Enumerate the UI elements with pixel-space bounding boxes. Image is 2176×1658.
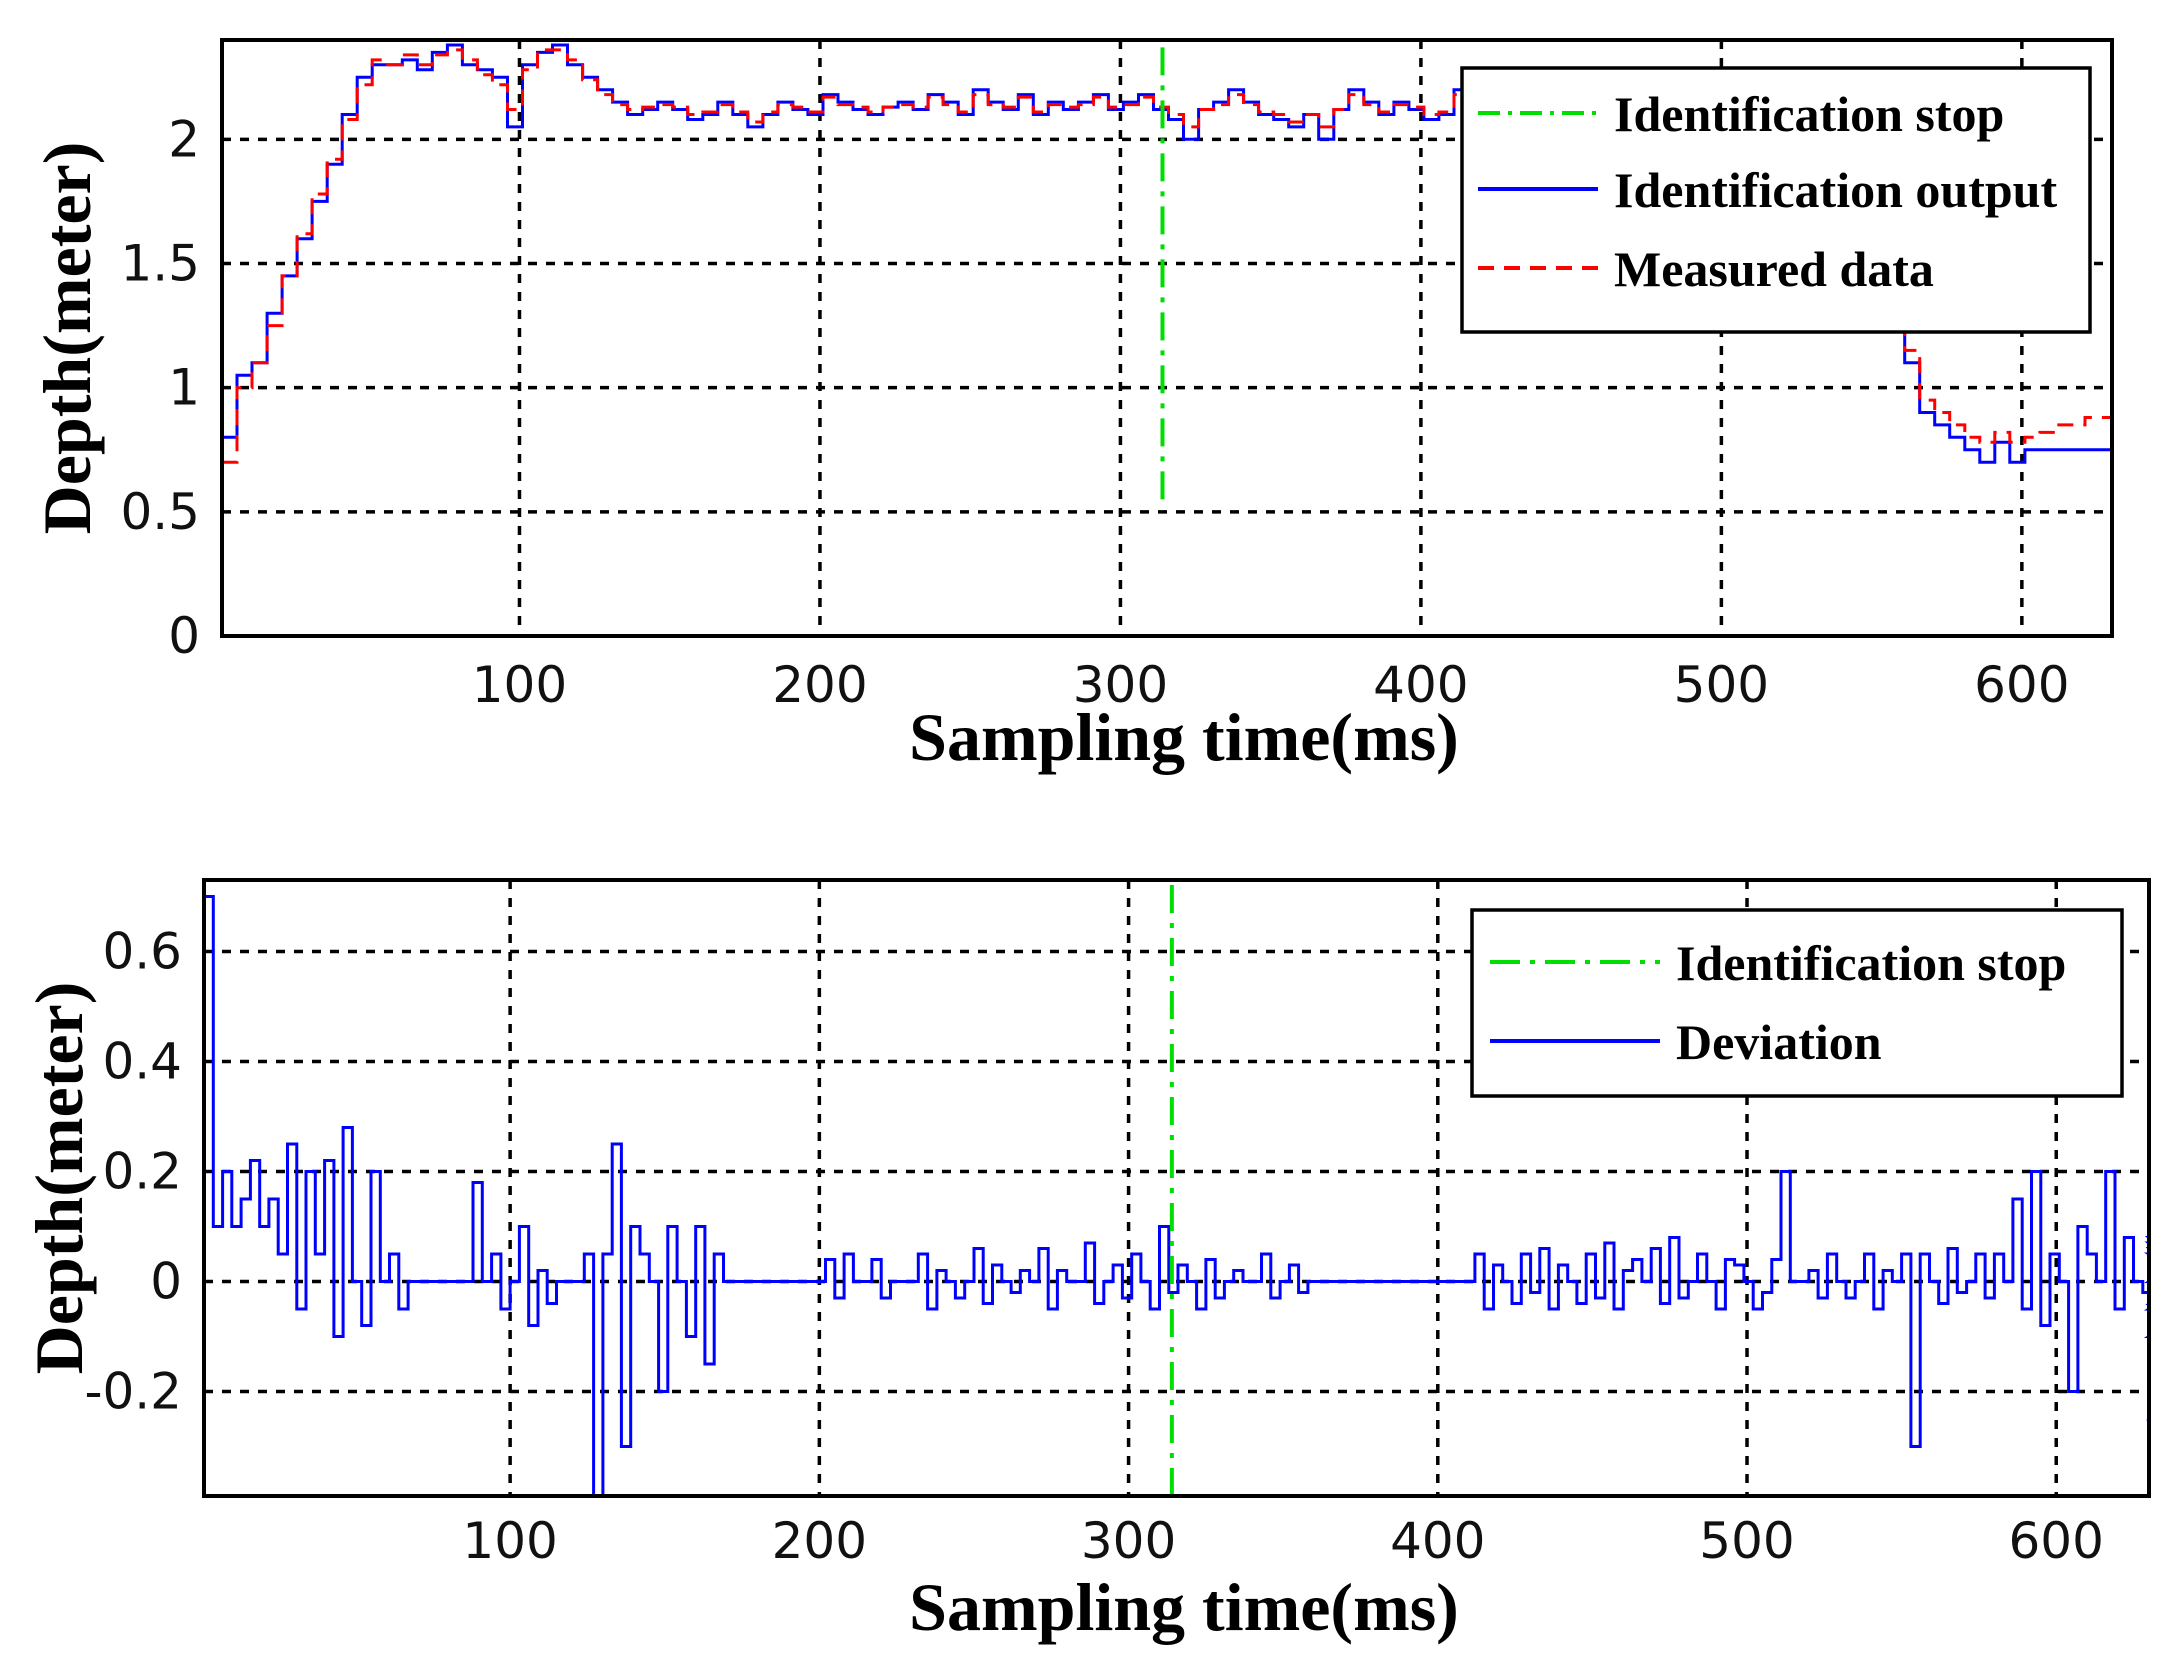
legend-label-measured-data: Measured data	[1614, 241, 1934, 297]
x-tick-label: 600	[2009, 1512, 2104, 1570]
x-axis-title: Sampling time(ms)	[909, 1569, 1459, 1645]
x-tick-labels: 100 200 300 400 500 600	[472, 656, 2070, 714]
y-tick-labels: -0.2 0 0.2 0.4 0.6	[84, 923, 182, 1421]
legend-label-identification-stop: Identification stop	[1614, 86, 2004, 142]
x-tick-label: 200	[772, 656, 867, 714]
y-tick-label: 0.5	[120, 483, 200, 541]
x-tick-label: 600	[1974, 656, 2069, 714]
series-layer	[204, 880, 2149, 1496]
y-tick-label: 1	[168, 359, 200, 417]
y-axis-title: Depth(meter)	[29, 142, 105, 535]
legend: Identification stop Deviation	[1470, 908, 2124, 1098]
x-tick-label: 100	[472, 656, 567, 714]
legend-label-identification-output: Identification output	[1614, 162, 2057, 218]
deviation-chart: 100 200 300 400 500 600 -0.2 0 0.2 0.4 0.6 Sampli…	[21, 878, 2151, 1645]
y-tick-label: 0	[168, 607, 200, 665]
x-tick-labels: 100 200 300 400 500 600	[462, 1512, 2104, 1570]
x-tick-label: 400	[1373, 656, 1468, 714]
y-tick-labels: 0 0.5 1 1.5 2	[120, 110, 200, 665]
y-tick-label: 2	[168, 110, 200, 168]
legend: Identification stop Identification outpu…	[1460, 66, 2092, 334]
y-tick-label: 0.4	[102, 1033, 182, 1091]
y-axis-title: Depth(meter)	[21, 982, 97, 1375]
plot-frame	[220, 38, 2114, 638]
y-tick-label: 0.6	[102, 923, 182, 981]
x-tick-label: 300	[1081, 1512, 1176, 1570]
y-tick-label: 1.5	[120, 235, 200, 293]
y-tick-label: 0	[150, 1253, 182, 1311]
series-line-deviation	[204, 895, 2149, 1496]
x-tick-label: 300	[1073, 656, 1168, 714]
x-tick-label: 200	[772, 1512, 867, 1570]
legend-box	[1470, 908, 2124, 1098]
x-tick-label: 500	[1699, 1512, 1794, 1570]
x-tick-label: 500	[1674, 656, 1769, 714]
x-axis-title: Sampling time(ms)	[909, 699, 1459, 775]
x-tick-label: 100	[462, 1512, 557, 1570]
y-tick-label: -0.2	[84, 1363, 182, 1421]
legend-label-identification-stop: Identification stop	[1676, 935, 2066, 991]
legend-label-deviation: Deviation	[1676, 1014, 1882, 1070]
x-tick-label: 400	[1390, 1512, 1485, 1570]
depth-comparison-chart: 100 200 300 400 500 600 0 0.5 1 1.5 2 Sampling ti…	[29, 38, 2114, 775]
series-line-measured-data	[222, 48, 2112, 464]
y-tick-label: 0.2	[102, 1143, 182, 1201]
plot-frame	[202, 878, 2151, 1498]
